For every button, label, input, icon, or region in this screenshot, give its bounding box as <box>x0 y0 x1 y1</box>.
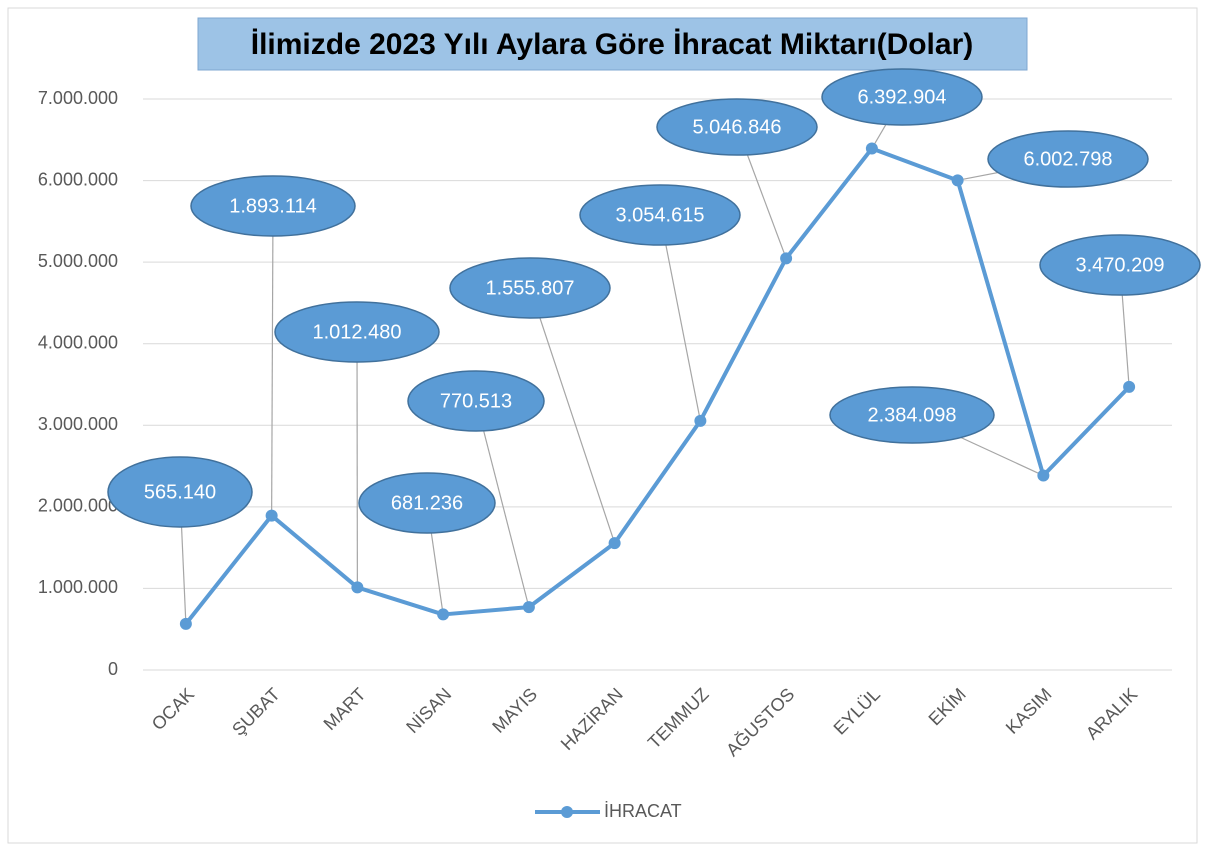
marker <box>180 618 192 630</box>
data-label: 6.392.904 <box>858 86 947 108</box>
data-label: 1.012.480 <box>313 321 402 343</box>
data-label: 3.054.615 <box>616 204 705 226</box>
y-tick-label: 1.000.000 <box>38 577 118 597</box>
data-label: 565.140 <box>144 481 216 503</box>
marker <box>1123 381 1135 393</box>
y-tick-label: 6.000.000 <box>38 169 118 189</box>
data-label: 3.470.209 <box>1076 254 1165 276</box>
y-tick-label: 4.000.000 <box>38 332 118 352</box>
marker <box>780 252 792 264</box>
y-tick-label: 7.000.000 <box>38 88 118 108</box>
data-label: 2.384.098 <box>868 404 957 426</box>
data-label: 6.002.798 <box>1024 148 1113 170</box>
marker <box>866 143 878 155</box>
marker <box>694 415 706 427</box>
marker <box>1037 470 1049 482</box>
data-label: 5.046.846 <box>693 116 782 138</box>
chart-title: İlimizde 2023 Yılı Aylara Göre İhracat M… <box>251 28 974 61</box>
data-label: 1.555.807 <box>486 277 575 299</box>
marker <box>952 174 964 186</box>
marker <box>266 510 278 522</box>
data-label: 770.513 <box>440 390 512 412</box>
y-tick-label: 5.000.000 <box>38 251 118 271</box>
marker <box>437 608 449 620</box>
data-label: 681.236 <box>391 492 463 514</box>
marker <box>609 537 621 549</box>
marker <box>523 601 535 613</box>
data-label: 1.893.114 <box>229 195 317 217</box>
y-tick-label: 3.000.000 <box>38 414 118 434</box>
marker <box>351 581 363 593</box>
legend-marker <box>561 806 573 818</box>
y-tick-label: 0 <box>108 659 118 679</box>
legend-label: İHRACAT <box>604 801 682 821</box>
y-tick-label: 2.000.000 <box>38 496 118 516</box>
